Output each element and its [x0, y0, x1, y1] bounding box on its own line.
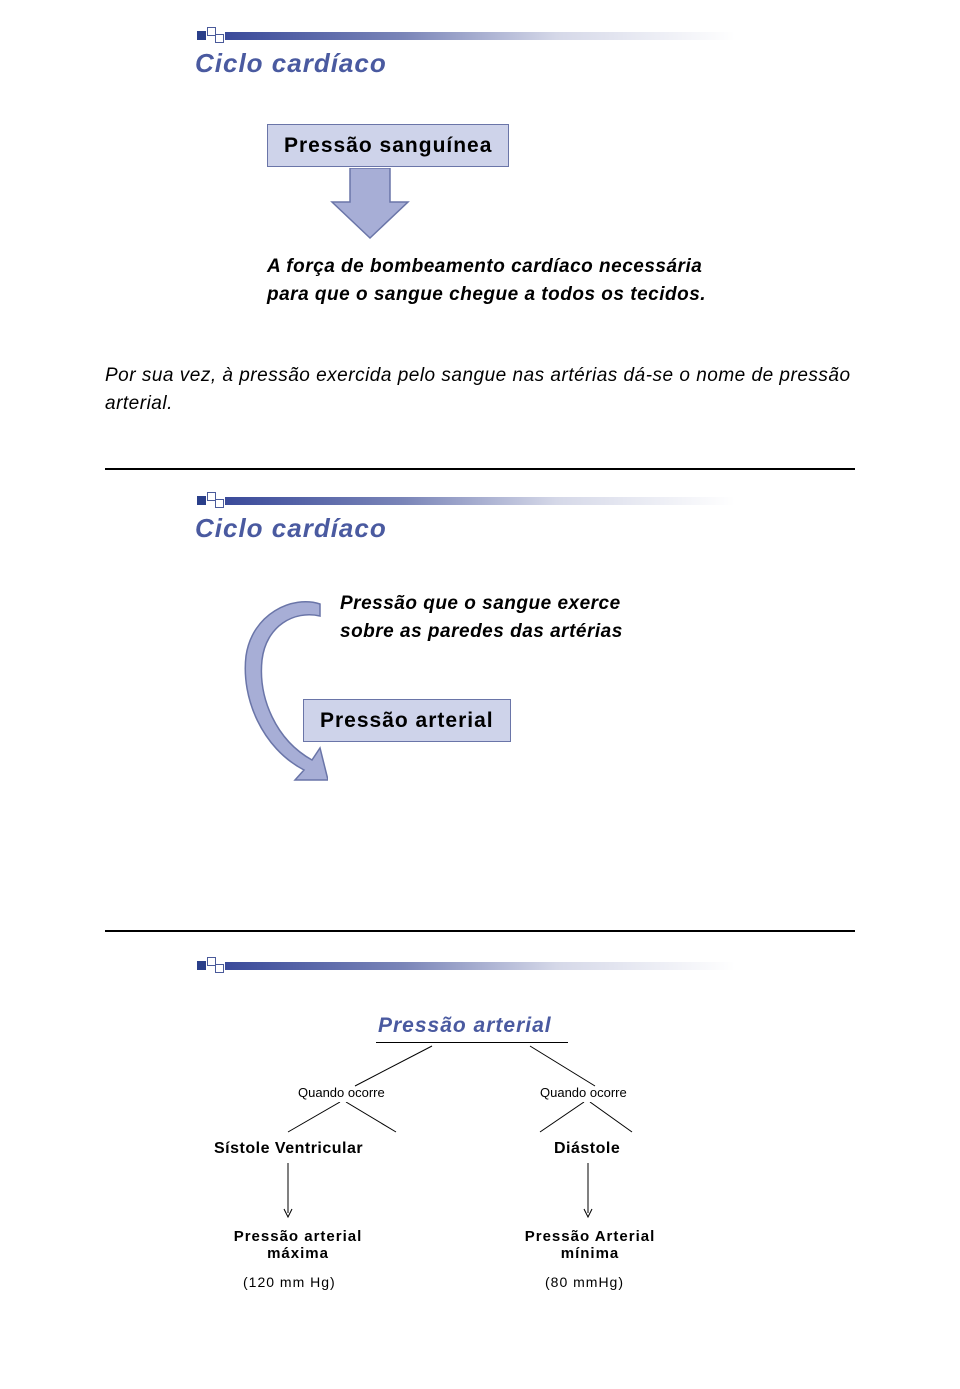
slide2-heading: Ciclo cardíaco: [195, 513, 387, 544]
text-line: sobre as paredes das artérias: [340, 618, 623, 646]
slide1-box: Pressão sanguínea: [267, 124, 509, 167]
leaf-left-title: Pressão arterial máxima: [223, 1228, 373, 1262]
leaf-right-value: (80 mmHg): [545, 1274, 624, 1290]
header-ornament: [195, 30, 735, 42]
slide2-box: Pressão arterial: [303, 699, 511, 742]
text-line: Pressão que o sangue exerce: [340, 590, 623, 618]
leaf-right-title: Pressão Arterial mínima: [510, 1228, 670, 1262]
slide1-body: A força de bombeamento cardíaco necessár…: [267, 253, 706, 308]
slide3-title: Pressão arterial: [378, 1014, 552, 1038]
tree-connector: [200, 1044, 760, 1090]
text-line: para que o sangue chegue a todos os teci…: [267, 281, 706, 309]
down-arrow-icon: [330, 168, 410, 240]
text-line: mínima: [510, 1245, 670, 1262]
branch-label-right: Quando ocorre: [540, 1085, 627, 1100]
tree-connector: [196, 1102, 756, 1136]
tree-node-right: Diástole: [554, 1140, 620, 1158]
title-underline: [376, 1042, 568, 1043]
tree-connector: [196, 1163, 756, 1223]
slide1-heading: Ciclo cardíaco: [195, 48, 387, 79]
curved-arrow-icon: [232, 590, 328, 790]
text-line: Pressão arterial: [223, 1228, 373, 1245]
header-ornament: [195, 960, 735, 972]
header-ornament: [195, 495, 735, 507]
text-line: máxima: [223, 1245, 373, 1262]
page: Ciclo cardíaco Pressão sanguínea A força…: [0, 0, 960, 1389]
text-line: A força de bombeamento cardíaco necessár…: [267, 253, 706, 281]
leaf-left-value: (120 mm Hg): [243, 1274, 336, 1290]
slide2-body: Pressão que o sangue exerce sobre as par…: [340, 590, 623, 645]
text-line: Pressão Arterial: [510, 1228, 670, 1245]
divider: [105, 468, 855, 470]
divider: [105, 930, 855, 932]
branch-label-left: Quando ocorre: [298, 1085, 385, 1100]
tree-node-left: Sístole Ventricular: [214, 1140, 363, 1158]
slide1-paragraph: Por sua vez, à pressão exercida pelo san…: [105, 362, 855, 417]
